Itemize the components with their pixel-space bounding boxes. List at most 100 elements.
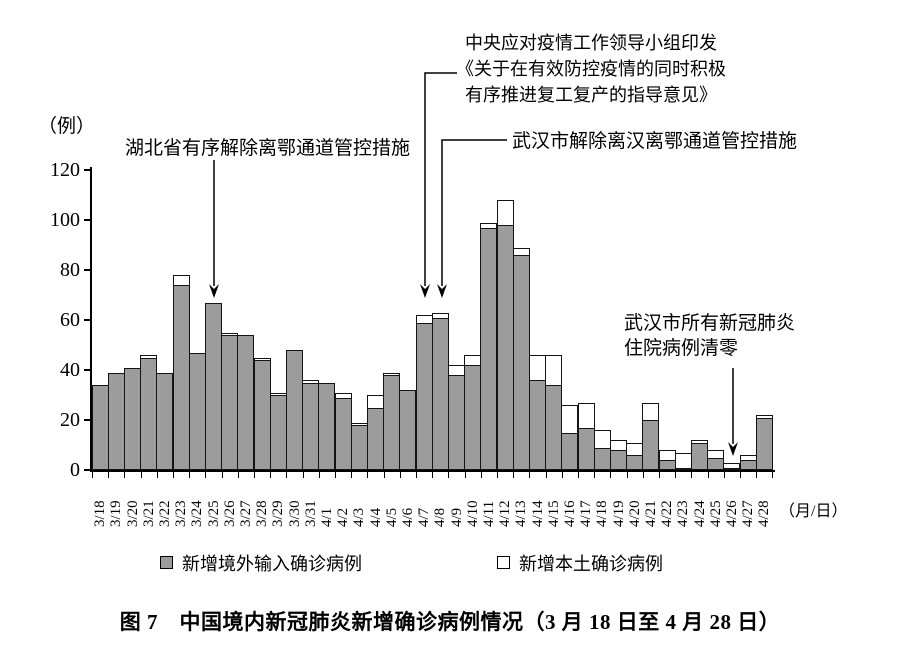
x-axis-tick (173, 472, 174, 478)
x-axis-tick (221, 472, 223, 478)
x-axis-label-4/20: 4/20 (626, 500, 643, 527)
x-axis-tick (594, 472, 596, 478)
bar-imported-4/25 (707, 457, 725, 470)
x-axis-tick (707, 472, 709, 478)
x-axis-tick (351, 472, 353, 478)
x-axis-label-3/23: 3/23 (173, 500, 190, 527)
x-axis-tick (756, 472, 758, 478)
bar-imported-4/10 (464, 365, 482, 470)
y-axis-tick-label: 60 (60, 309, 80, 331)
bar-local-4/15 (545, 355, 563, 386)
bar-imported-4/1 (318, 382, 336, 470)
x-axis-tick (480, 472, 482, 478)
x-axis-label-4/10: 4/10 (464, 500, 481, 527)
bar-imported-4/5 (383, 375, 401, 470)
x-axis-label-3/25: 3/25 (205, 500, 222, 527)
x-axis-tick (513, 472, 515, 478)
bar-local-4/5 (383, 372, 401, 376)
bar-imported-4/19 (609, 450, 628, 470)
x-axis-tick (497, 472, 498, 478)
x-axis-tick (772, 472, 774, 478)
bar-imported-3/26 (221, 335, 239, 470)
x-axis-label-4/13: 4/13 (513, 500, 530, 527)
x-axis-tick (642, 472, 644, 478)
bar-local-4/23 (674, 452, 692, 469)
bar-imported-3/22 (156, 372, 174, 470)
x-axis-tick (189, 472, 191, 478)
y-axis-tick (84, 319, 91, 321)
bar-local-4/10 (464, 355, 482, 366)
x-axis-tick (205, 472, 207, 478)
bar-imported-3/24 (188, 352, 206, 470)
x-axis-label-4/24: 4/24 (691, 500, 708, 527)
x-axis-tick (675, 472, 677, 478)
x-axis-label-4/21: 4/21 (642, 500, 659, 527)
annotation-central-line3: 有序推进复工复产的指导意见》 (465, 85, 717, 105)
y-axis-unit-label: （例） (38, 116, 96, 137)
bar-local-4/24 (690, 440, 709, 444)
x-axis-label-4/11: 4/11 (480, 500, 497, 527)
bar-local-4/22 (658, 450, 676, 461)
y-axis-tick (84, 269, 91, 271)
x-axis-tick (561, 472, 563, 478)
x-axis-label-4/6: 4/6 (399, 507, 416, 527)
x-axis-tick (529, 472, 531, 478)
x-axis-tick (659, 472, 660, 478)
x-axis-label-3/29: 3/29 (270, 500, 287, 527)
bar-imported-4/3 (350, 425, 368, 470)
bar-local-3/23 (172, 275, 190, 286)
annotation-wuhan-clear-line2: 住院病例清零 (624, 338, 739, 359)
bar-local-3/31 (302, 380, 320, 384)
bar-imported-3/27 (237, 335, 255, 470)
bar-local-4/16 (561, 405, 579, 434)
bar-imported-3/20 (123, 367, 142, 470)
x-axis-tick (464, 472, 466, 478)
y-axis-tick-label: 120 (50, 159, 80, 181)
bar-imported-4/8 (431, 317, 449, 470)
bar-imported-4/11 (480, 227, 498, 470)
bar-imported-3/28 (253, 360, 271, 470)
bar-local-4/25 (707, 450, 725, 459)
x-axis-tick (140, 472, 142, 478)
x-axis-label-3/20: 3/20 (124, 500, 141, 527)
x-axis-tick (124, 472, 126, 478)
x-axis-label-4/8: 4/8 (432, 507, 449, 527)
x-axis-label-4/27: 4/27 (740, 500, 757, 527)
bar-imported-4/7 (415, 322, 433, 470)
bar-imported-3/21 (140, 357, 158, 470)
x-axis-label-3/26: 3/26 (221, 500, 238, 527)
x-axis-label-3/18: 3/18 (92, 500, 109, 527)
x-axis-label-4/26: 4/26 (723, 500, 740, 527)
annotation-wuhan-hospital-clear: 武汉市所有新冠肺炎 住院病例清零 (624, 311, 795, 361)
bar-local-4/3 (350, 422, 368, 426)
x-axis-label-3/19: 3/19 (108, 500, 125, 527)
bar-local-4/11 (480, 222, 498, 229)
bar-local-3/28 (253, 357, 271, 361)
x-axis-label-4/14: 4/14 (529, 500, 546, 527)
legend-label-local: 新增本土确诊病例 (519, 554, 663, 574)
x-axis-tick (578, 472, 579, 478)
x-axis-label-4/25: 4/25 (707, 500, 724, 527)
y-axis-tick-label: 0 (70, 459, 80, 481)
bar-imported-4/20 (626, 455, 644, 470)
x-axis-label-3/27: 3/27 (237, 500, 254, 527)
x-axis-label-4/28: 4/28 (756, 500, 773, 527)
y-axis-tick (84, 419, 91, 421)
y-axis-tick (84, 369, 91, 371)
x-axis-label-3/28: 3/28 (254, 500, 271, 527)
bar-local-4/18 (593, 430, 611, 449)
bar-imported-4/28 (755, 417, 773, 470)
x-axis-tick (270, 472, 272, 478)
y-axis-tick (84, 219, 91, 221)
bar-imported-4/21 (642, 420, 660, 470)
x-axis-label-3/22: 3/22 (156, 500, 173, 527)
annotation-central-leading-group: 中央应对疫情工作领导小组印发 《关于在有效防控疫情的同时积极 有序推进复工复产的… (440, 30, 742, 108)
bar-local-3/26 (221, 332, 239, 336)
bar-imported-3/31 (302, 382, 320, 470)
y-axis-tick-label: 40 (60, 359, 80, 381)
x-axis-label-3/24: 3/24 (189, 500, 206, 527)
x-axis-tick (416, 472, 417, 478)
x-axis-label-3/31: 3/31 (302, 500, 319, 527)
bar-imported-4/9 (447, 375, 466, 470)
